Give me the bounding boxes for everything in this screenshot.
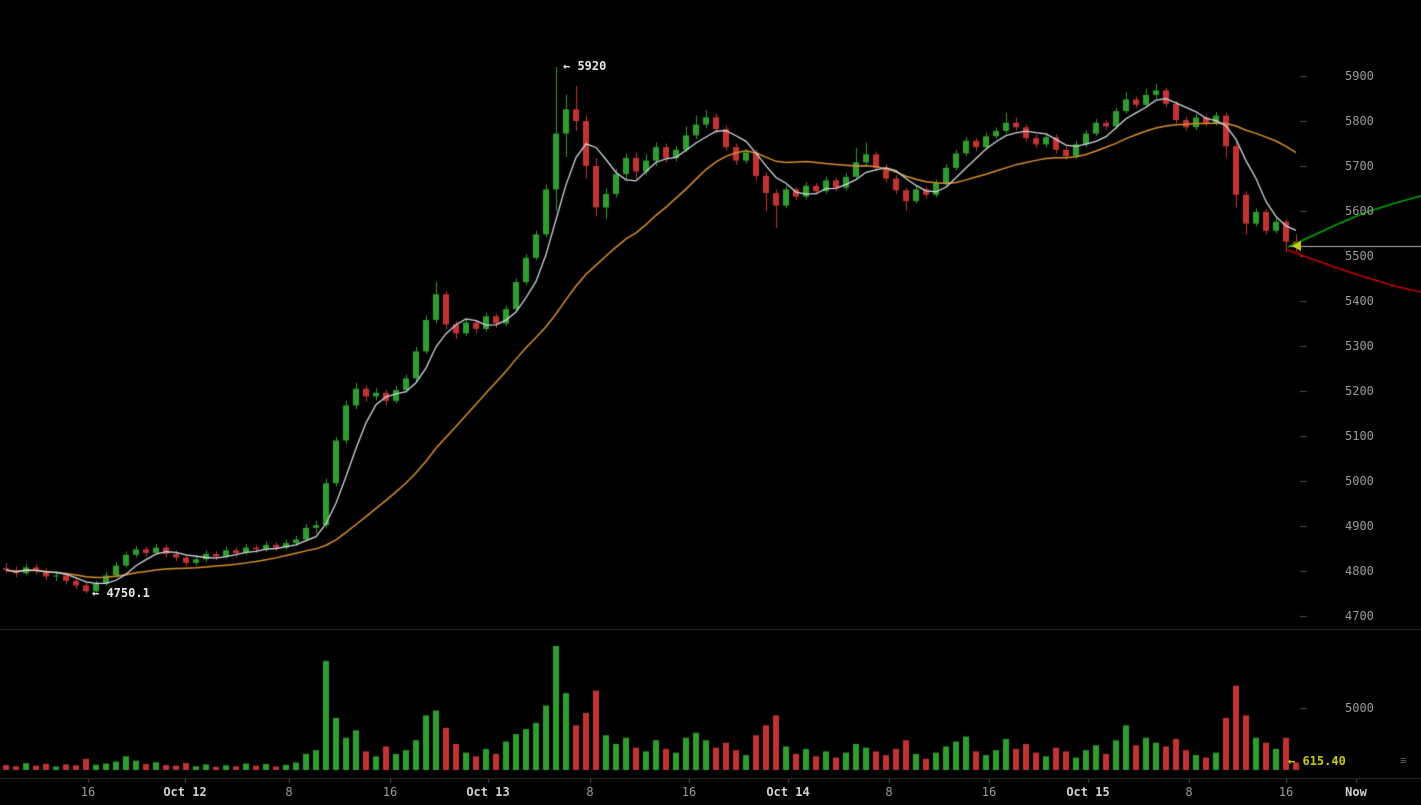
time-tick-label: 16 xyxy=(80,785,96,799)
time-tick-label: 16 xyxy=(382,785,398,799)
last-price-marker-icon xyxy=(1292,241,1301,252)
time-tick-label: 8 xyxy=(1185,785,1193,799)
time-tick-label: Oct 15 xyxy=(1066,785,1110,799)
last-volume-annotation: ← 615.40 xyxy=(1288,754,1346,769)
time-tick-label: 16 xyxy=(681,785,697,799)
time-tick-label: 8 xyxy=(885,785,893,799)
time-tick-label: Now xyxy=(1345,785,1367,799)
high-price-annotation: ← 5920 xyxy=(563,59,607,73)
chart-options-icon[interactable]: ≡ xyxy=(1400,754,1407,767)
time-tick-label: Oct 14 xyxy=(766,785,810,799)
time-tick-label: Oct 13 xyxy=(466,785,510,799)
time-tick-label: 16 xyxy=(981,785,997,799)
time-tick-label: 8 xyxy=(285,785,293,799)
time-tick-label: 16 xyxy=(1278,785,1294,799)
low-price-annotation: ← 4750.1 xyxy=(92,586,150,601)
time-tick-label: Oct 12 xyxy=(163,785,207,799)
time-tick-label: 8 xyxy=(586,785,594,799)
